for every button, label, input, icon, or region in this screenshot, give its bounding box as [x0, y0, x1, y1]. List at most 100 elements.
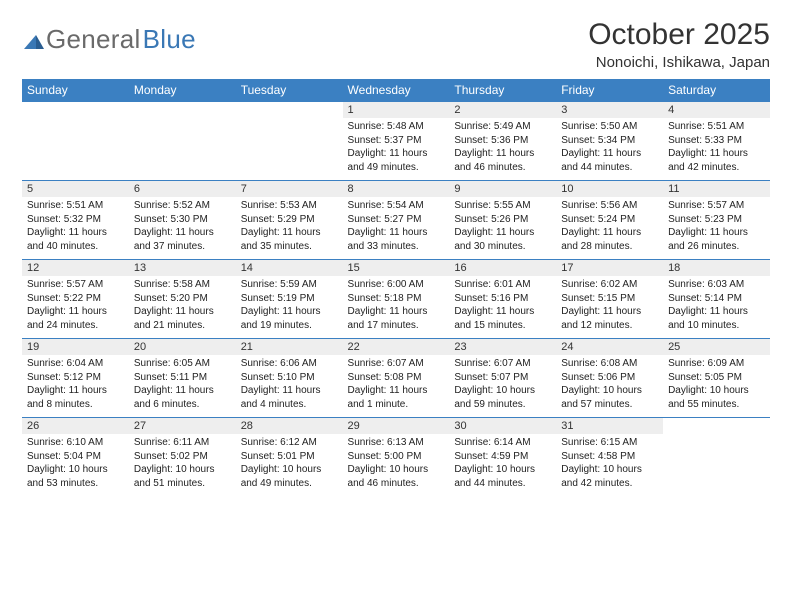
day-line: Sunrise: 5:54 AM: [348, 199, 445, 213]
day-detail-row: Sunrise: 5:48 AMSunset: 5:37 PMDaylight:…: [22, 118, 770, 181]
day-line: Daylight: 11 hours: [561, 305, 658, 319]
day-line: Sunrise: 6:03 AM: [668, 278, 765, 292]
day-number-cell: 9: [449, 181, 556, 198]
day-line: Daylight: 11 hours: [27, 226, 124, 240]
day-line: Sunrise: 6:09 AM: [668, 357, 765, 371]
day-number-row: 19202122232425: [22, 339, 770, 356]
day-line: Sunset: 4:58 PM: [561, 450, 658, 464]
day-number-cell: 28: [236, 418, 343, 435]
day-line: Sunrise: 6:00 AM: [348, 278, 445, 292]
day-line: Sunrise: 6:07 AM: [454, 357, 551, 371]
day-line: Daylight: 11 hours: [454, 305, 551, 319]
day-detail-cell: Sunrise: 6:07 AMSunset: 5:08 PMDaylight:…: [343, 355, 450, 418]
day-line: Daylight: 10 hours: [454, 463, 551, 477]
day-line: Sunset: 5:16 PM: [454, 292, 551, 306]
day-line: Daylight: 10 hours: [134, 463, 231, 477]
day-line: and 59 minutes.: [454, 398, 551, 412]
day-line: Sunrise: 6:10 AM: [27, 436, 124, 450]
day-line: Sunset: 5:07 PM: [454, 371, 551, 385]
day-number-cell: 12: [22, 260, 129, 277]
day-line: and 42 minutes.: [561, 477, 658, 491]
day-line: Daylight: 11 hours: [348, 384, 445, 398]
day-line: and 21 minutes.: [134, 319, 231, 333]
day-line: Sunset: 5:10 PM: [241, 371, 338, 385]
day-line: and 46 minutes.: [348, 477, 445, 491]
day-detail-row: Sunrise: 6:04 AMSunset: 5:12 PMDaylight:…: [22, 355, 770, 418]
day-line: Sunrise: 6:14 AM: [454, 436, 551, 450]
day-line: Sunset: 5:23 PM: [668, 213, 765, 227]
day-number-cell: 10: [556, 181, 663, 198]
day-detail-cell: [22, 118, 129, 181]
day-line: and 15 minutes.: [454, 319, 551, 333]
day-line: Daylight: 11 hours: [348, 226, 445, 240]
day-line: Sunset: 4:59 PM: [454, 450, 551, 464]
logo-text-1: General: [46, 24, 141, 55]
day-line: Daylight: 11 hours: [241, 305, 338, 319]
day-number-cell: 18: [663, 260, 770, 277]
day-detail-cell: [129, 118, 236, 181]
day-line: and 10 minutes.: [668, 319, 765, 333]
day-line: Daylight: 11 hours: [668, 147, 765, 161]
day-detail-cell: Sunrise: 6:11 AMSunset: 5:02 PMDaylight:…: [129, 434, 236, 496]
weekday-header: Tuesday: [236, 79, 343, 102]
day-line: Daylight: 10 hours: [348, 463, 445, 477]
day-line: Daylight: 11 hours: [27, 305, 124, 319]
day-number-cell: 19: [22, 339, 129, 356]
day-detail-cell: Sunrise: 6:14 AMSunset: 4:59 PMDaylight:…: [449, 434, 556, 496]
month-title: October 2025: [588, 18, 770, 52]
weekday-header: Monday: [129, 79, 236, 102]
day-line: Sunset: 5:26 PM: [454, 213, 551, 227]
day-detail-cell: Sunrise: 6:06 AMSunset: 5:10 PMDaylight:…: [236, 355, 343, 418]
day-detail-cell: Sunrise: 5:55 AMSunset: 5:26 PMDaylight:…: [449, 197, 556, 260]
logo-icon: [22, 29, 46, 53]
day-number-cell: 15: [343, 260, 450, 277]
day-number-cell: 3: [556, 102, 663, 119]
day-line: Daylight: 10 hours: [561, 463, 658, 477]
day-line: and 46 minutes.: [454, 161, 551, 175]
day-line: Sunset: 5:04 PM: [27, 450, 124, 464]
weekday-header: Friday: [556, 79, 663, 102]
day-line: Sunset: 5:12 PM: [27, 371, 124, 385]
day-line: Sunrise: 6:01 AM: [454, 278, 551, 292]
header: GeneralBlue October 2025 Nonoichi, Ishik…: [22, 18, 770, 71]
day-number-cell: 4: [663, 102, 770, 119]
day-detail-row: Sunrise: 6:10 AMSunset: 5:04 PM Daylight:…: [22, 434, 770, 496]
day-detail-cell: Sunrise: 5:57 AMSunset: 5:22 PMDaylight:…: [22, 276, 129, 339]
day-detail-cell: Sunrise: 5:52 AMSunset: 5:30 PMDaylight:…: [129, 197, 236, 260]
day-line: Sunrise: 6:06 AM: [241, 357, 338, 371]
day-line: and 33 minutes.: [348, 240, 445, 254]
day-line: and 55 minutes.: [668, 398, 765, 412]
day-line: and 51 minutes.: [134, 477, 231, 491]
day-line: Sunset: 5:11 PM: [134, 371, 231, 385]
day-line: and 8 minutes.: [27, 398, 124, 412]
day-number-row: 262728293031: [22, 418, 770, 435]
day-detail-cell: Sunrise: 6:13 AMSunset: 5:00 PMDaylight:…: [343, 434, 450, 496]
day-line: and 35 minutes.: [241, 240, 338, 254]
day-number-cell: 25: [663, 339, 770, 356]
day-line: Daylight: 11 hours: [454, 226, 551, 240]
day-number-cell: 26: [22, 418, 129, 435]
day-line: Sunrise: 5:56 AM: [561, 199, 658, 213]
day-line: Daylight: 10 hours: [668, 384, 765, 398]
day-line: and 44 minutes.: [454, 477, 551, 491]
day-line: Daylight: 11 hours: [348, 305, 445, 319]
day-line: and 24 minutes.: [27, 319, 124, 333]
day-line: Sunset: 5:05 PM: [668, 371, 765, 385]
day-line: Sunrise: 5:52 AM: [134, 199, 231, 213]
day-line: Sunset: 5:30 PM: [134, 213, 231, 227]
day-detail-cell: Sunrise: 5:54 AMSunset: 5:27 PMDaylight:…: [343, 197, 450, 260]
day-line: and 6 minutes.: [134, 398, 231, 412]
day-number-cell: [129, 102, 236, 119]
day-line: Sunrise: 6:11 AM: [134, 436, 231, 450]
day-line: Daylight: 11 hours: [134, 226, 231, 240]
day-line: Sunrise: 5:57 AM: [668, 199, 765, 213]
logo-text-2: Blue: [143, 24, 196, 55]
day-line: Sunrise: 6:13 AM: [348, 436, 445, 450]
day-line: Sunset: 5:37 PM: [348, 134, 445, 148]
day-line: Sunset: 5:33 PM: [668, 134, 765, 148]
day-line: Daylight: 11 hours: [454, 147, 551, 161]
day-detail-cell: Sunrise: 6:03 AMSunset: 5:14 PMDaylight:…: [663, 276, 770, 339]
weekday-header: Wednesday: [343, 79, 450, 102]
day-number-row: 567891011: [22, 181, 770, 198]
day-line: Sunset: 5:01 PM: [241, 450, 338, 464]
